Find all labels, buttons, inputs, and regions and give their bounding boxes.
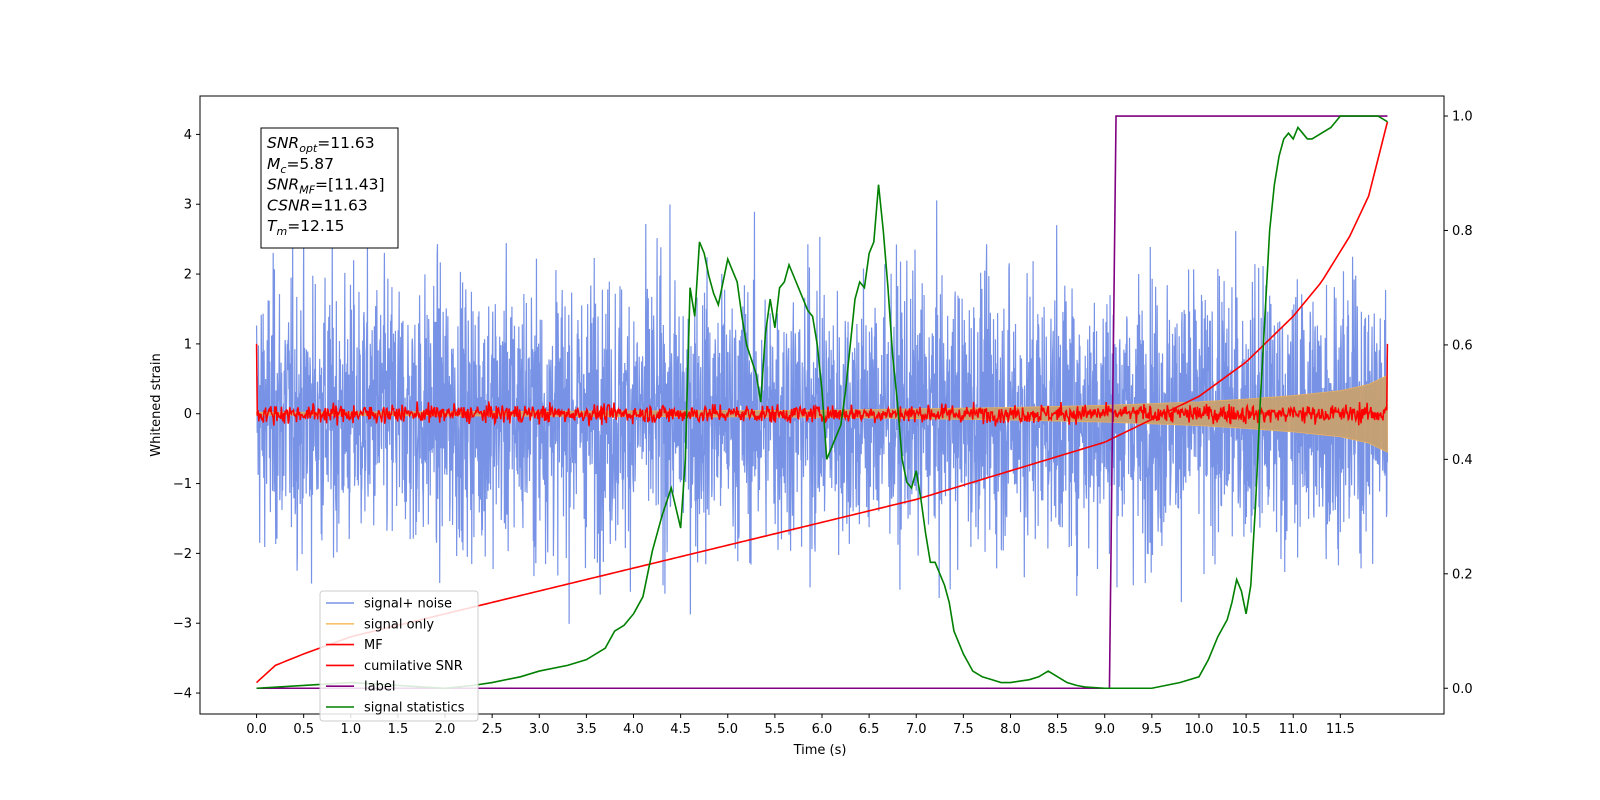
y2-tick-label: 0.0 — [1452, 682, 1473, 697]
x-tick-label: 3.0 — [529, 722, 550, 737]
stats-box: SNRopt=11.63Mc=5.87SNRMF=[11.43]CSNR=11.… — [260, 127, 399, 249]
y2-tick-label: 1.0 — [1452, 110, 1473, 125]
legend-frame — [319, 590, 479, 722]
stats-symbol: M — [267, 155, 280, 173]
stats-symbol: CSNR — [267, 196, 310, 214]
stats-subscript: c — [280, 163, 286, 176]
stats-subscript: m — [276, 225, 287, 238]
y2-tick-label: 0.8 — [1452, 224, 1473, 239]
stats-line: CSNR=11.63 — [267, 196, 368, 214]
stats-value: =5.87 — [286, 155, 334, 173]
legend-label: cumilative SNR — [364, 659, 463, 674]
x-tick-label: 7.5 — [953, 722, 974, 737]
x-tick-label: 8.5 — [1047, 722, 1068, 737]
y-tick-label: −3 — [173, 617, 192, 632]
legend-label: label — [364, 680, 395, 695]
stats-line: SNRopt=11.63 — [267, 134, 375, 155]
stats-line: Tm=12.15 — [267, 217, 345, 238]
y-tick-label: −1 — [173, 477, 192, 492]
legend-label: MF — [364, 638, 383, 653]
x-tick-label: 9.0 — [1094, 722, 1115, 737]
series-mf — [255, 343, 1389, 427]
x-tick-label: 5.0 — [717, 722, 738, 737]
legend-label: signal+ noise — [364, 597, 452, 612]
x-tick-label: 0.5 — [293, 722, 314, 737]
stats-value: =11.63 — [310, 196, 367, 214]
y-tick-label: 3 — [184, 198, 192, 213]
x-tick-label: 0.0 — [246, 722, 267, 737]
x-tick-label: 8.0 — [1000, 722, 1021, 737]
series-signal-noise — [255, 200, 1389, 624]
legend-label: signal only — [364, 617, 434, 632]
x-tick-label: 4.0 — [623, 722, 644, 737]
x-tick-label: 11.0 — [1279, 722, 1308, 737]
series-signal-statistics — [256, 115, 1388, 690]
x-tick-label: 6.0 — [812, 722, 833, 737]
x-tick-label: 7.0 — [906, 722, 927, 737]
series-label — [256, 115, 1388, 690]
stats-value: =12.15 — [287, 217, 344, 235]
x-tick-label: 1.5 — [388, 722, 409, 737]
stats-subscript: MF — [299, 184, 315, 197]
x-tick-label: 10.5 — [1232, 722, 1261, 737]
legend: signal+ noise signal only MF cumilative SNR… — [319, 590, 479, 722]
y2-axis-right: 1.0 0.8 0.6 0.4 0.2 0.0 — [1444, 110, 1473, 697]
y-axis: 4 3 2 1 0 −1 −2 −3 −4 — [173, 128, 200, 702]
y-tick-label: 4 — [184, 128, 192, 143]
x-tick-label: 4.5 — [670, 722, 691, 737]
x-tick-label: 9.5 — [1142, 722, 1163, 737]
y-axis-label: Whitened strain — [149, 353, 164, 456]
legend-label: signal statistics — [364, 701, 465, 716]
y-tick-label: 2 — [184, 268, 192, 283]
y-tick-label: −4 — [173, 687, 192, 702]
stats-line: SNRMF=[11.43] — [267, 176, 385, 197]
x-tick-label: 10.0 — [1184, 722, 1213, 737]
stats-symbol: T — [267, 217, 278, 235]
stats-subscript: opt — [299, 142, 318, 155]
x-tick-label: 5.5 — [765, 722, 786, 737]
x-axis-label: Time (s) — [793, 743, 847, 758]
stats-line: Mc=5.87 — [267, 155, 334, 176]
x-tick-label: 2.5 — [482, 722, 503, 737]
y-tick-label: −2 — [173, 547, 192, 562]
x-tick-label: 3.5 — [576, 722, 597, 737]
stats-symbol: SNR — [267, 134, 299, 152]
x-tick-label: 6.5 — [859, 722, 880, 737]
x-tick-label: 1.0 — [340, 722, 361, 737]
stats-box-frame — [260, 127, 399, 249]
x-tick-label: 11.5 — [1326, 722, 1355, 737]
stats-symbol: SNR — [267, 176, 299, 194]
stats-value: =[11.43] — [315, 176, 384, 194]
x-tick-label: 2.0 — [435, 722, 456, 737]
y2-tick-label: 0.4 — [1452, 453, 1473, 468]
y2-tick-label: 0.6 — [1452, 338, 1473, 353]
y-tick-label: 1 — [184, 337, 192, 352]
y2-tick-label: 0.2 — [1452, 567, 1473, 582]
x-axis: 0.0 0.5 1.0 1.5 2.0 2.5 3.0 3.5 4.0 4.5 5.0 5.5 6.0 6… — [246, 714, 1355, 737]
series-layer — [255, 115, 1389, 690]
y-tick-label: 0 — [184, 407, 192, 422]
stats-value: =11.63 — [317, 134, 374, 152]
